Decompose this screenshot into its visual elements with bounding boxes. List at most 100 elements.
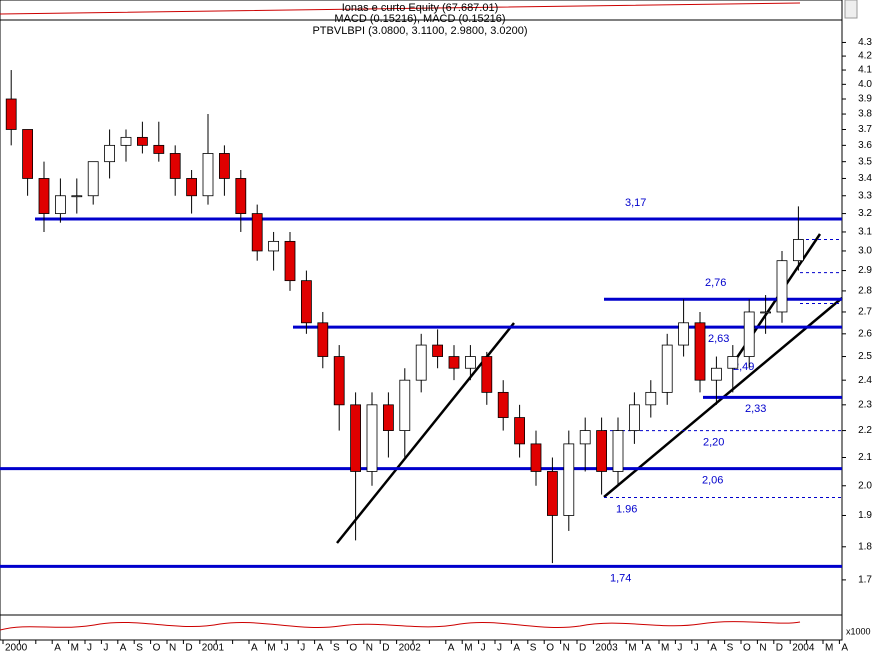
x-tick-label: M [825,643,833,654]
candle-body [120,136,132,146]
x-tick-label: O [743,643,751,654]
candle-body [514,417,525,445]
candle-body [22,129,34,179]
x-tick-label: D [776,643,783,654]
x-tick-label: S [727,643,734,654]
volume-ma-line [0,621,801,631]
candle-body [186,178,198,197]
candle-body [760,311,771,314]
level-label: 1,74 [610,572,631,584]
y-tick-label: 3.3 [858,190,872,201]
candle-body [136,136,148,146]
y-tick-label: 2.5 [858,351,872,362]
x-tick-label: A [54,643,61,654]
candle-body [629,404,640,431]
x-tick-label: S [333,643,340,654]
x-tick-label: N [366,643,373,654]
candle-body [5,98,17,130]
x-tick-label: A [251,643,258,654]
x-tick-label: M [71,643,79,654]
candle-body [317,322,329,357]
x-tick-label: S [530,643,537,654]
y-tick-label: 2.3 [858,399,872,410]
candle-body [563,443,575,516]
x-tick-label: N [169,643,176,654]
candle-body [530,443,542,472]
x-tick-label: J [87,643,92,654]
x-tick-label: D [185,643,192,654]
candle-body [743,311,755,357]
series-label: PTBVLBPI (3.0800, 3.1100, 2.9800, 3.0200… [312,25,527,37]
x-tick-label: O [546,643,554,654]
x-tick-label: O [153,643,161,654]
x-tick-label: N [563,643,570,654]
plot-frame [0,0,843,641]
y-tick-label: 1.9 [858,510,872,521]
x-tick-label: N [759,643,766,654]
y-tick-label: 3.8 [858,109,872,120]
x-tick-label: S [136,643,143,654]
y-tick-label: 4.1 [858,65,872,76]
y-tick-label: 3.0 [858,246,872,257]
candle-body [202,153,214,197]
candle-body [333,356,345,406]
candle-body [87,161,99,197]
scroll-button[interactable] [844,0,858,19]
candle-body [169,153,181,179]
x-tick-label: 2000 [5,643,28,654]
candle-body [350,404,362,472]
candle-body [448,356,460,369]
x-tick-label: M [661,643,669,654]
candle-body [71,195,83,198]
chart-title: Ionas e curto Equity (67.687.01) [342,2,499,14]
candle-body [399,379,411,431]
chart-subtitle: MACD (0.15216), MACD (0.15216) [334,13,505,25]
level-label: 2,76 [705,277,726,289]
candle-body [268,240,280,252]
x-tick-label: J [481,643,486,654]
candle-body [612,430,624,472]
y-tick-label: 2.0 [858,480,872,491]
level-label: 2,63 [708,333,729,345]
y-tick-label: 3.9 [858,94,872,105]
y-tick-label: 4.3 [858,37,872,48]
candle-body [284,240,296,282]
candle-body [727,356,739,369]
level-label: 3,17 [625,197,646,209]
candle-body [251,213,263,252]
candle-body [300,280,312,324]
candle-body [464,356,476,369]
candle-body [678,322,689,346]
candle-body [793,239,804,262]
y-tick-label: 1.7 [858,575,872,586]
y-tick-label: 2.9 [858,265,872,276]
candle-body [481,356,493,393]
x-tick-label: J [677,643,682,654]
y-tick-label: 3.2 [858,208,872,219]
x-tick-label: 2001 [202,643,225,654]
x-tick-label: A [710,643,717,654]
y-tick-label: 4.0 [858,79,872,90]
y-tick-label: 4.2 [858,51,872,62]
y-tick-label: 2.1 [858,452,872,463]
x-tick-label: 2004 [792,643,815,654]
x-tick-label: D [382,643,389,654]
y-tick-label: 3.6 [858,140,872,151]
level-label: 2,33 [745,403,766,415]
x-tick-label: A [513,643,520,654]
y-tick-label: 1.8 [858,541,872,552]
y-tick-label: 3.7 [858,124,872,135]
candle-body [415,344,427,381]
candle-body [235,178,247,214]
candle-body [661,344,673,393]
candle-body [547,471,558,516]
y-tick-label: 2.2 [858,425,872,436]
y-tick-label: 3.1 [858,227,872,238]
candle-body [382,404,394,431]
candle-body [55,195,66,214]
candle-body [776,260,788,313]
y-tick-label: 2.4 [858,375,872,386]
x-tick-label: D [579,643,586,654]
level-label: 2,06 [702,475,723,487]
